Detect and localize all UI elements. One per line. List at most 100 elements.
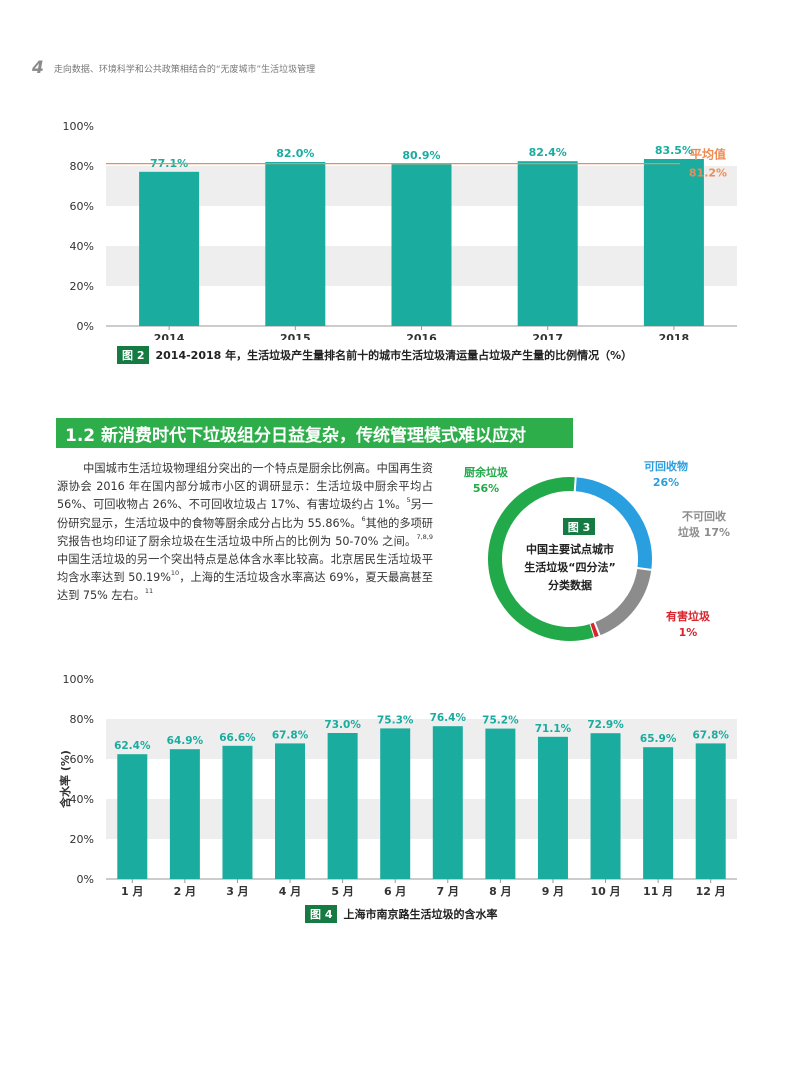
figure-2-caption-text: 2014-2018 年，生活垃圾产生量排名前十的城市生活垃圾清运量占垃圾产生量的… <box>155 349 633 362</box>
figure-2-tag: 图 2 <box>117 346 150 364</box>
footnote-ref[interactable]: 7,8,9 <box>416 532 433 541</box>
bar-value-label: 71.1% <box>535 723 572 735</box>
kitchen-waste-value: 56% <box>473 482 499 495</box>
bar <box>380 728 411 879</box>
y-tick-label: 60% <box>70 753 94 766</box>
para-text-2: 另一份研究显示，生活垃圾中的食物等厨余成分占比为 55.86%。 <box>57 498 433 530</box>
x-tick-label: 2018 <box>659 332 690 340</box>
bar-value-label: 62.4% <box>114 740 151 752</box>
figure-3-title-line-3: 分类数据 <box>548 578 592 592</box>
bar <box>117 754 148 879</box>
recyclable-value: 26% <box>653 476 679 489</box>
bar-value-label: 67.8% <box>692 729 729 741</box>
bar <box>517 161 578 326</box>
x-tick-label: 2016 <box>406 332 437 340</box>
bar-value-label: 80.9% <box>402 149 440 162</box>
x-tick-label: 9 月 <box>542 885 564 898</box>
y-tick-label: 20% <box>70 833 94 846</box>
y-tick-label: 40% <box>70 793 94 806</box>
figure-2-bar-chart: 0%20%40%60%80%100%77.1%201482.0%201580.9… <box>63 120 737 340</box>
grid-band <box>106 799 737 839</box>
x-tick-label: 2014 <box>154 332 185 340</box>
donut-slice <box>594 567 652 636</box>
y-tick-label: 80% <box>70 160 94 173</box>
bar <box>327 733 358 879</box>
donut-separator <box>573 476 577 493</box>
y-tick-label: 80% <box>70 713 94 726</box>
y-tick-label: 60% <box>70 200 94 213</box>
recyclable-label: 可回收物 <box>644 459 688 473</box>
x-tick-label: 8 月 <box>489 885 511 898</box>
running-title: 走向数据、环境科学和公共政策相结合的“无废城市”生活垃圾管理 <box>53 64 316 75</box>
figure-4-bar-chart: 0% 20% 40% 60% 80% 100% 62.4% 1 月 64.9% 2 月 66.6% 3… <box>58 673 737 898</box>
x-tick-label: 10 月 <box>590 885 620 898</box>
x-tick-label: 3 月 <box>226 885 248 898</box>
average-value-label: 81.2% <box>689 167 727 180</box>
donut-separator <box>636 566 653 571</box>
donut-separator <box>593 621 601 637</box>
x-tick-label: 12 月 <box>696 885 726 898</box>
y-tick-label: 0% <box>77 873 94 886</box>
figure-4-caption-text: 上海市南京路生活垃圾的含水率 <box>343 908 498 921</box>
bar <box>695 743 726 879</box>
bar <box>590 733 621 879</box>
figure-3-donut-chart: 图 3 中国主要试点城市 生活垃圾“四分法” 分类数据 厨余垃圾 56% 可回收… <box>464 459 730 641</box>
grid-band <box>106 719 737 759</box>
bar <box>139 171 200 326</box>
nonrecyclable-label-line-1: 不可回收 <box>682 509 726 523</box>
figure-2-caption: 图 2 2014-2018 年，生活垃圾产生量排名前十的城市生活垃圾清运量占垃圾… <box>117 346 632 364</box>
bar-value-label: 75.3% <box>377 714 414 726</box>
bar <box>391 164 452 326</box>
para-text-4: 中国生活垃圾的另一个突出特点是总体含水率比较高。北京居民生活垃圾平均含水率达到 … <box>57 553 433 585</box>
y-tick-label: 40% <box>70 240 94 253</box>
bar-value-label: 73.0% <box>324 719 361 731</box>
y-tick-label: 100% <box>63 120 94 133</box>
hazardous-value: 1% <box>679 626 698 639</box>
bar <box>275 743 306 879</box>
bar <box>265 162 326 326</box>
y-tick-label: 20% <box>70 280 94 293</box>
bar <box>432 726 463 879</box>
x-tick-label: 1 月 <box>121 885 143 898</box>
bar-value-label: 83.5% <box>655 144 693 157</box>
x-tick-label: 11 月 <box>643 885 673 898</box>
x-tick-label: 4 月 <box>279 885 301 898</box>
figure-3-title-line-1: 中国主要试点城市 <box>526 542 614 556</box>
x-tick-label: 2017 <box>532 332 563 340</box>
bar-value-label: 76.4% <box>430 712 467 724</box>
bar-value-label: 67.8% <box>272 729 309 741</box>
section-heading: 1.2 新消费时代下垃圾组分日益复杂，传统管理模式难以应对 <box>56 418 573 448</box>
figure-3-tag-bg <box>563 518 595 535</box>
footnote-ref[interactable]: 5 <box>406 496 411 505</box>
figure-3-title-line-2: 生活垃圾“四分法” <box>524 560 615 574</box>
bar <box>537 736 568 879</box>
bar <box>222 745 253 879</box>
bar-value-label: 82.4% <box>529 146 567 159</box>
bar-value-label: 64.9% <box>167 735 204 747</box>
y-axis-label: 含水率 (%) <box>58 750 72 809</box>
para-text-3: 其他的多项研究报告也均印证了厨余垃圾在生活垃圾中所占的比例为 50-70% 之间… <box>57 516 433 548</box>
figure-4-tag: 图 4 <box>305 905 338 923</box>
average-label: 平均值 <box>690 147 726 162</box>
y-tick-label: 0% <box>77 320 94 333</box>
bar-value-label: 75.2% <box>482 715 519 727</box>
x-tick-label: 2015 <box>280 332 311 340</box>
bar <box>643 159 704 326</box>
kitchen-waste-label: 厨余垃圾 <box>464 465 509 479</box>
footnote-ref[interactable]: 10 <box>170 569 180 578</box>
donut-slice <box>488 477 595 641</box>
bar-value-label: 72.9% <box>587 719 624 731</box>
footnote-ref[interactable]: 11 <box>144 587 154 596</box>
figure-3-tag: 图 3 <box>568 521 590 534</box>
bar <box>643 747 674 879</box>
bar-value-label: 66.6% <box>219 732 256 744</box>
nonrecyclable-label-line-2: 垃圾 17% <box>678 525 730 539</box>
bar-value-label: 65.9% <box>640 733 677 745</box>
bar <box>485 728 516 879</box>
para-text-5: ，上海的生活垃圾含水率高达 69%，夏天最高甚至达到 75% 左右。 <box>57 571 433 603</box>
figure-4-caption: 图 4 上海市南京路生活垃圾的含水率 <box>305 905 497 923</box>
y-tick-label: 100% <box>63 673 94 686</box>
page-number: 4 <box>32 58 44 78</box>
footnote-ref[interactable]: 6 <box>361 514 366 523</box>
x-tick-label: 6 月 <box>384 885 406 898</box>
